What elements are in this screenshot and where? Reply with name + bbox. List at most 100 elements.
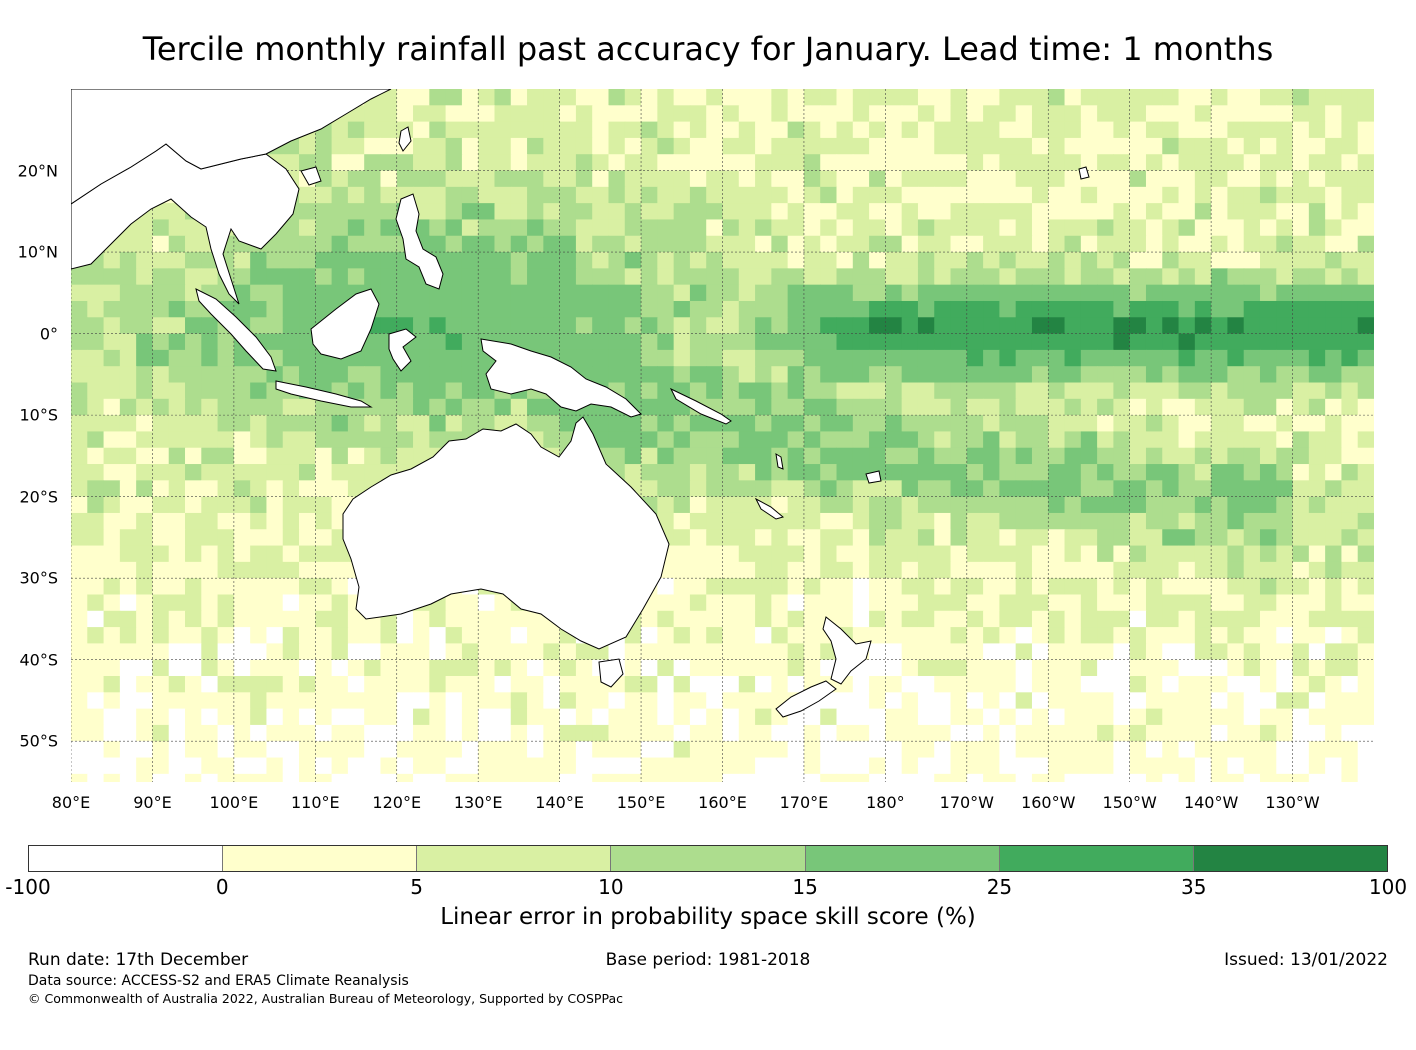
grid-cell <box>347 692 365 710</box>
grid-cell <box>152 333 170 351</box>
grid-cell <box>250 512 268 530</box>
grid-cell <box>494 594 512 612</box>
grid-cell <box>1194 219 1212 237</box>
grid-cell <box>820 545 838 563</box>
grid-cell <box>738 398 756 416</box>
grid-cell <box>152 317 170 335</box>
grid-cell <box>1194 464 1212 481</box>
borneo-coastline <box>310 288 380 360</box>
grid-cell <box>315 773 333 782</box>
grid-cell <box>1308 561 1326 579</box>
grid-cell <box>885 431 903 449</box>
grid-cell <box>1227 300 1245 318</box>
grid-cell <box>413 692 430 710</box>
grid-cell <box>885 627 903 644</box>
grid-cell <box>1129 300 1147 318</box>
grid-cell <box>494 121 512 139</box>
grid-cell <box>820 186 838 204</box>
grid-cell <box>1080 317 1098 335</box>
grid-cell <box>1178 415 1196 433</box>
grid-cell <box>1276 757 1294 775</box>
grid-cell <box>641 300 658 318</box>
grid-cell <box>1325 121 1343 139</box>
grid-cell <box>1031 464 1049 481</box>
grid-cell <box>1243 137 1261 155</box>
grid-cell <box>559 252 577 269</box>
grid-cell <box>1145 154 1163 172</box>
grid-cell <box>429 284 447 302</box>
grid-cell <box>1227 676 1245 693</box>
grid-cell <box>461 219 479 237</box>
solomon-islands-coastline <box>669 387 732 425</box>
grid-cell <box>755 137 772 155</box>
grid-cell <box>1243 545 1261 563</box>
grid-cell <box>315 659 333 677</box>
grid-cell <box>119 627 137 644</box>
grid-cell <box>673 170 691 188</box>
grid-cell <box>885 203 903 221</box>
grid-cell <box>1357 300 1374 318</box>
grid-cell <box>510 610 528 628</box>
grid-cell <box>787 121 805 139</box>
grid-cell <box>1227 464 1245 481</box>
grid-cell <box>917 268 935 286</box>
grid-cell <box>396 300 414 318</box>
grid-cell <box>103 708 121 726</box>
grid-cell <box>1097 447 1114 465</box>
grid-cell <box>689 545 707 563</box>
grid-cell <box>608 317 626 335</box>
grid-cell <box>934 284 952 302</box>
grid-cell <box>1178 235 1196 253</box>
grid-cell <box>755 252 772 269</box>
longitude-label: 80°E <box>51 793 91 812</box>
grid-cell <box>1341 219 1359 237</box>
grid-cell <box>1145 431 1163 449</box>
grid-cell <box>119 512 137 530</box>
grid-cell <box>1276 529 1294 547</box>
grid-cell <box>461 105 479 123</box>
grid-cell <box>461 382 479 400</box>
grid-cell <box>869 333 886 351</box>
grid-cell <box>1097 154 1114 172</box>
grid-cell <box>1129 496 1147 514</box>
grid-cell <box>689 366 707 384</box>
grid-cell <box>950 496 968 514</box>
grid-cell <box>869 561 886 579</box>
grid-cell <box>364 235 382 253</box>
grid-cell <box>1325 692 1343 710</box>
grid-cell <box>250 398 268 416</box>
grid-cell <box>1129 692 1147 710</box>
grid-cell <box>136 610 154 628</box>
grid-cell <box>559 89 577 106</box>
grid-cell <box>364 676 382 693</box>
grid-cell <box>364 659 382 677</box>
grid-cell <box>250 317 268 335</box>
grid-cell <box>119 398 137 416</box>
grid-cell <box>1064 333 1082 351</box>
grid-cell <box>1325 480 1343 498</box>
grid-cell <box>787 186 805 204</box>
grid-cell <box>315 610 333 628</box>
grid-cell <box>1211 610 1229 628</box>
grid-cell <box>494 757 512 775</box>
grid-cell <box>934 447 952 465</box>
grid-cell <box>1113 594 1131 612</box>
grid-cell <box>966 610 984 628</box>
grid-cell <box>803 431 821 449</box>
grid-cell <box>787 137 805 155</box>
grid-cell <box>738 317 756 335</box>
grid-cell <box>364 692 382 710</box>
grid-cell <box>1064 137 1082 155</box>
grid-cell <box>1259 529 1277 547</box>
grid-cell <box>836 529 854 547</box>
grid-cell <box>331 170 349 188</box>
grid-cell <box>71 284 88 302</box>
grid-cell <box>1031 447 1049 465</box>
grid-cell <box>820 708 838 726</box>
grid-cell <box>983 382 1000 400</box>
grid-cell <box>396 89 414 106</box>
skill-score-map <box>71 89 1374 782</box>
grid-cell <box>885 643 903 661</box>
grid-cell <box>119 415 137 433</box>
grid-cell <box>71 627 88 644</box>
